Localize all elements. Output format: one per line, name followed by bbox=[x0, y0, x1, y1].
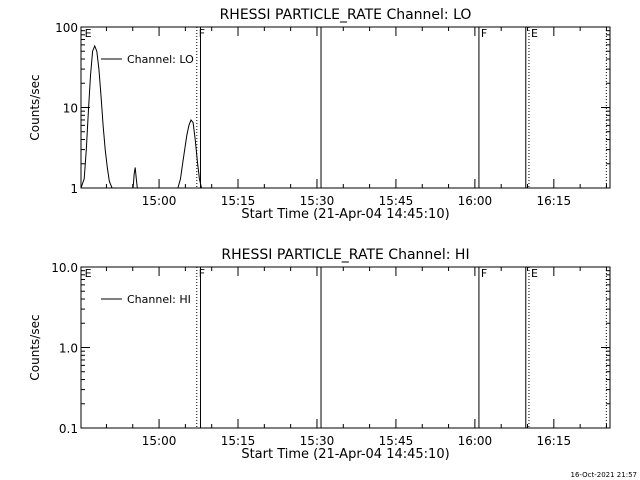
marker-label: F bbox=[199, 267, 205, 280]
x-tick-label: 16:00 bbox=[458, 434, 493, 448]
marker-label: F bbox=[481, 267, 487, 280]
marker-label: E bbox=[85, 27, 92, 40]
x-tick-label: 16:00 bbox=[458, 194, 493, 208]
y-tick-label: 1.0 bbox=[59, 342, 78, 356]
marker-label: E bbox=[85, 267, 92, 280]
x-tick-label: 15:00 bbox=[142, 434, 177, 448]
marker-label: F bbox=[199, 27, 205, 40]
y-tick-label: 100 bbox=[55, 21, 78, 35]
x-axis-label: Start Time (21-Apr-04 14:45:10) bbox=[241, 207, 449, 222]
y-tick-label: 10.0 bbox=[51, 261, 78, 275]
marker-label: E bbox=[531, 27, 538, 40]
legend-label: Channel: LO bbox=[127, 53, 194, 66]
y-tick-label: 10 bbox=[63, 102, 78, 116]
x-tick-label: 15:30 bbox=[300, 434, 335, 448]
y-tick-label: 1 bbox=[70, 182, 78, 196]
marker-label: E bbox=[531, 267, 538, 280]
x-tick-label: 15:30 bbox=[300, 194, 335, 208]
hi-channel-panel: RHESSI PARTICLE_RATE Channel: HI Counts/s… bbox=[28, 247, 611, 462]
plot-frame bbox=[80, 26, 611, 189]
marker-label: F bbox=[481, 27, 487, 40]
chart-title: RHESSI PARTICLE_RATE Channel: HI bbox=[221, 247, 469, 263]
series-line bbox=[80, 44, 202, 189]
lo-channel-panel: RHESSI PARTICLE_RATE Channel: LO Counts/s… bbox=[28, 7, 611, 222]
legend-label: Channel: HI bbox=[127, 293, 191, 306]
x-axis-label: Start Time (21-Apr-04 14:45:10) bbox=[241, 447, 449, 462]
x-tick-label: 15:00 bbox=[142, 194, 177, 208]
x-tick-label: 15:15 bbox=[221, 194, 256, 208]
chart-title: RHESSI PARTICLE_RATE Channel: LO bbox=[220, 7, 472, 23]
footer-timestamp: 16-Oct-2021 21:57 bbox=[571, 471, 637, 479]
x-tick-label: 16:15 bbox=[537, 434, 572, 448]
x-tick-label: 15:15 bbox=[221, 434, 256, 448]
y-axis-label: Counts/sec bbox=[28, 314, 42, 380]
x-tick-label: 16:15 bbox=[537, 194, 572, 208]
y-axis-label: Counts/sec bbox=[28, 74, 42, 140]
x-tick-label: 15:45 bbox=[379, 194, 414, 208]
x-tick-label: 15:45 bbox=[379, 434, 414, 448]
plot-frame bbox=[80, 266, 611, 429]
y-tick-label: 0.1 bbox=[59, 422, 78, 436]
